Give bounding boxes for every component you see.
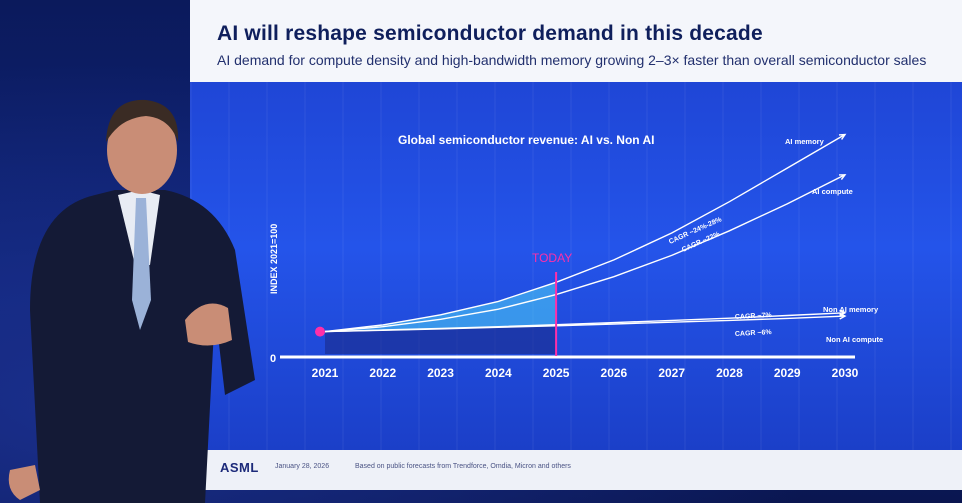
non-ai-area-fill xyxy=(325,325,557,354)
series-arrowhead xyxy=(839,313,847,320)
slide-subtitle: AI demand for compute density and high-b… xyxy=(217,52,927,68)
ai-area-fill xyxy=(325,282,557,332)
x-tick-label: 2029 xyxy=(774,366,801,380)
y-tick-zero: 0 xyxy=(270,353,276,365)
slide-title: AI will reshape semiconductor demand in … xyxy=(217,22,763,45)
slide-footnote: Based on public forecasts from Trendforc… xyxy=(355,463,571,470)
slide-date: January 28, 2026 xyxy=(275,463,330,470)
revenue-chart: Global semiconductor revenue: AI vs. Non… xyxy=(269,133,883,380)
series-arrowhead xyxy=(838,174,847,181)
x-tick-label: 2030 xyxy=(832,366,859,380)
label-non-ai-compute: Non AI compute xyxy=(826,335,883,344)
chart-title: Global semiconductor revenue: AI vs. Non… xyxy=(398,133,655,147)
asml-logo: ASML xyxy=(220,460,259,475)
label-ai-compute: AI compute xyxy=(812,187,853,196)
x-tick-label: 2026 xyxy=(601,366,628,380)
x-tick-label: 2022 xyxy=(369,366,396,380)
projection-screen: AI will reshape semiconductor demand in … xyxy=(190,0,962,490)
today-label: TODAY xyxy=(532,251,572,265)
label-ai-memory: AI memory xyxy=(785,137,825,146)
presenter-figure xyxy=(8,99,255,503)
series-line-non-ai-compute xyxy=(324,315,846,333)
y-axis-label: INDEX 2021=100 xyxy=(269,224,279,294)
plot-area: 2021 2022 2023 2024 2025 2026 2027 2028 2029 2030… xyxy=(280,133,883,380)
cagr-label-non-ai-compute: CAGR ~6% xyxy=(735,329,773,338)
series-arrowhead xyxy=(838,133,847,140)
series-line-ai-compute xyxy=(324,174,846,333)
slide-header: AI will reshape semiconductor demand in … xyxy=(190,0,962,82)
x-tick-label: 2027 xyxy=(658,366,685,380)
series-line-ai-memory xyxy=(324,133,846,333)
x-tick-label: 2028 xyxy=(716,366,743,380)
slide-footer: ASML January 28, 2026 Based on public fo… xyxy=(190,450,962,490)
x-tick-label: 2021 xyxy=(312,366,339,380)
x-tick-label: 2023 xyxy=(427,366,454,380)
label-non-ai-memory: Non AI memory xyxy=(823,305,879,314)
cagr-label-non-ai-memory: CAGR ~7% xyxy=(735,312,773,321)
x-tick-label: 2025 xyxy=(543,366,570,380)
chart-panel xyxy=(190,82,962,450)
start-marker xyxy=(315,326,325,337)
x-tick-label: 2024 xyxy=(485,366,512,380)
